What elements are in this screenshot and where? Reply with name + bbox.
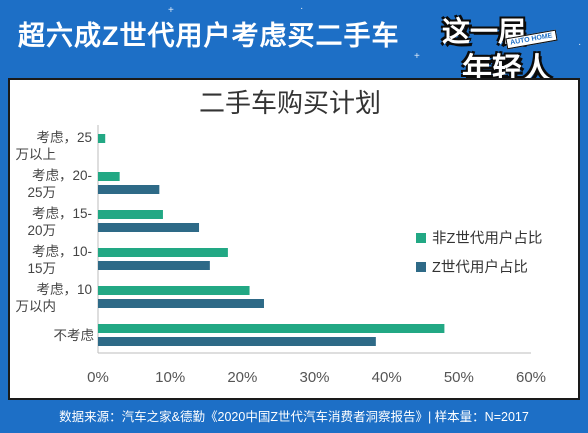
y-category-label: 15万: [27, 261, 56, 276]
bar-z-2: [98, 223, 200, 232]
chart-title: 二手车购买计划: [199, 88, 381, 118]
legend-label-z: Z世代用户占比: [432, 259, 528, 276]
bar-non-z-1: [98, 172, 120, 181]
bar-chart: 二手车购买计划 0% 10% 20% 30% 40% 50% 60% 考虑，25 万以上考虑，20…: [16, 88, 547, 386]
y-category-label: 万以内: [16, 299, 57, 314]
decor-star: ·: [300, 3, 304, 14]
legend-label-non-z: 非Z世代用户占比: [432, 230, 542, 247]
x-tick-label: 50%: [444, 369, 474, 386]
decor-star: +: [168, 5, 174, 16]
y-category-label: 考虑，20-: [32, 168, 92, 183]
legend-swatch-z: [416, 262, 426, 272]
decor-star: +: [536, 65, 542, 76]
y-category-label: 考虑，25: [36, 130, 92, 145]
y-category-label: 25万: [27, 185, 56, 200]
bar-non-z-0: [98, 134, 106, 143]
bar-z-3: [98, 261, 210, 270]
chart-card: 二手车购买计划 0% 10% 20% 30% 40% 50% 60% 考虑，25 万以上考虑，20…: [8, 78, 580, 400]
bar-non-z-4: [98, 286, 250, 295]
data-source-footer: 数据来源：汽车之家&德勤《2020中国Z世代汽车消费者洞察报告》| 样本量：N=…: [59, 410, 529, 424]
x-tick-label: 10%: [155, 369, 185, 386]
legend-swatch-non-z: [416, 233, 426, 243]
x-tick-label: 0%: [87, 369, 109, 386]
y-category-label: 考虑，10: [36, 282, 92, 297]
x-tick-label: 60%: [516, 369, 546, 386]
decor-star: +: [414, 51, 420, 62]
bar-z-1: [98, 185, 160, 194]
y-category-label: 万以上: [16, 147, 57, 162]
y-category-label: 考虑，15-: [32, 206, 92, 221]
bar-non-z-2: [98, 210, 163, 219]
x-tick-label: 40%: [372, 369, 402, 386]
bar-z-4: [98, 299, 264, 308]
bar-non-z-5: [98, 324, 445, 333]
brand-logo: 这一届 AUTO HOME 年轻人: [436, 4, 578, 86]
bar-non-z-3: [98, 248, 228, 257]
x-tick-label: 20%: [227, 369, 257, 386]
decor-star: ·: [578, 39, 582, 50]
x-tick-label: 30%: [299, 369, 329, 386]
page-title: 超六成Z世代用户考虑买二手车: [18, 21, 400, 51]
y-category-label: 20万: [27, 223, 56, 238]
y-category-label: 考虑，10-: [32, 244, 92, 259]
y-category-label: 不考虑: [54, 328, 95, 343]
bar-z-5: [98, 337, 376, 346]
